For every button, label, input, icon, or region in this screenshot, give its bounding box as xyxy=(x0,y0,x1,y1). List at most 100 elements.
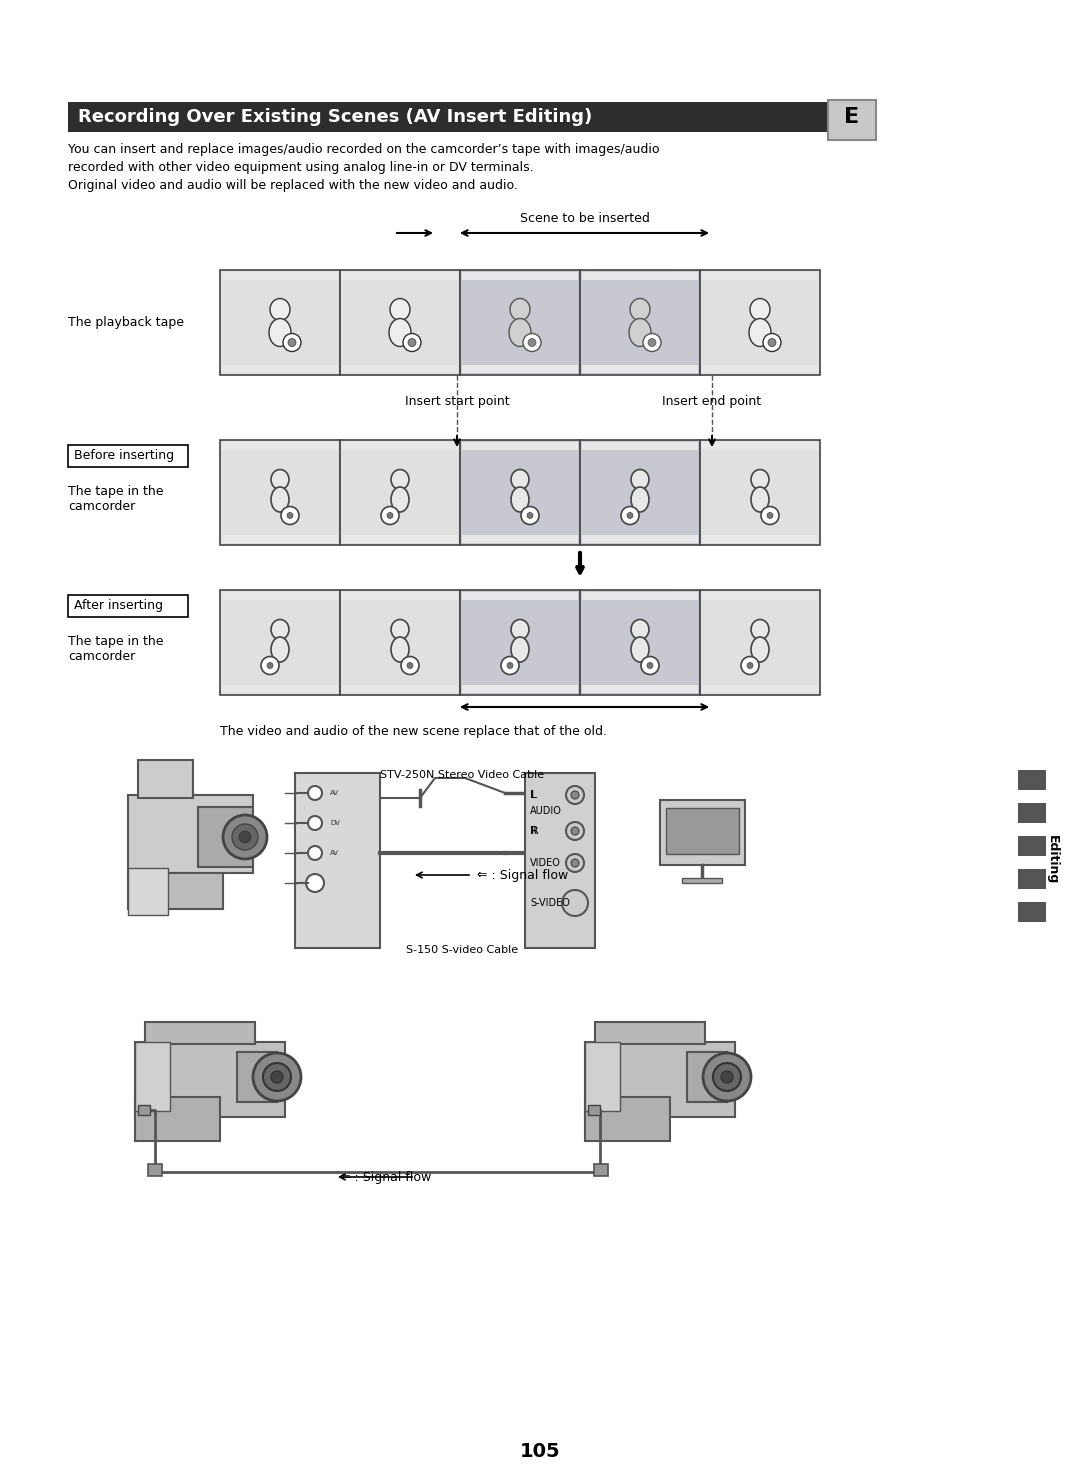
Ellipse shape xyxy=(631,470,649,490)
Ellipse shape xyxy=(390,299,410,321)
Ellipse shape xyxy=(751,487,769,512)
Circle shape xyxy=(239,832,251,843)
Bar xyxy=(68,102,831,132)
Text: The playback tape: The playback tape xyxy=(68,316,184,330)
Ellipse shape xyxy=(631,620,649,639)
Text: Insert end point: Insert end point xyxy=(662,394,761,408)
Ellipse shape xyxy=(391,470,409,490)
Circle shape xyxy=(403,334,421,352)
Bar xyxy=(702,684,818,693)
Bar xyxy=(222,365,338,372)
Bar xyxy=(220,269,340,375)
Bar xyxy=(237,1052,276,1103)
Bar xyxy=(198,807,253,867)
Bar xyxy=(1018,770,1047,790)
Bar xyxy=(340,590,460,695)
Text: You can insert and replace images/audio recorded on the camcorder’s tape with im: You can insert and replace images/audio … xyxy=(68,143,660,156)
Circle shape xyxy=(264,1063,291,1091)
Ellipse shape xyxy=(271,487,289,512)
Ellipse shape xyxy=(631,637,649,662)
Bar xyxy=(700,590,820,695)
Circle shape xyxy=(647,662,653,668)
Bar xyxy=(582,365,698,372)
Bar xyxy=(138,760,193,798)
Bar xyxy=(582,534,698,543)
Bar xyxy=(220,440,340,545)
Circle shape xyxy=(287,512,293,518)
Bar xyxy=(687,1052,727,1103)
Bar xyxy=(702,442,818,450)
Text: The tape in the
camcorder: The tape in the camcorder xyxy=(68,484,163,514)
Text: L: L xyxy=(530,790,536,799)
Circle shape xyxy=(308,815,322,830)
Bar xyxy=(135,1042,285,1117)
Bar xyxy=(702,592,818,601)
Circle shape xyxy=(767,512,773,518)
Ellipse shape xyxy=(630,299,650,321)
Bar xyxy=(460,269,580,375)
Circle shape xyxy=(407,662,413,668)
Bar xyxy=(700,440,820,545)
Ellipse shape xyxy=(511,470,529,490)
Ellipse shape xyxy=(391,620,409,639)
Bar xyxy=(222,592,338,601)
Bar xyxy=(1018,804,1047,823)
Text: AV: AV xyxy=(330,849,339,857)
Circle shape xyxy=(261,657,279,674)
Bar xyxy=(702,534,818,543)
Bar xyxy=(135,1097,220,1141)
Ellipse shape xyxy=(271,470,289,490)
Bar xyxy=(462,442,578,450)
Text: The video and audio of the new scene replace that of the old.: The video and audio of the new scene rep… xyxy=(220,726,607,737)
Circle shape xyxy=(642,657,659,674)
Circle shape xyxy=(741,657,759,674)
Bar xyxy=(1018,836,1047,857)
Bar xyxy=(582,592,698,601)
Ellipse shape xyxy=(389,318,411,346)
Circle shape xyxy=(271,1072,283,1083)
Bar xyxy=(68,992,831,1203)
Bar xyxy=(220,590,340,695)
Text: AV: AV xyxy=(330,790,339,796)
Circle shape xyxy=(566,821,584,841)
Circle shape xyxy=(267,662,273,668)
Circle shape xyxy=(571,790,579,799)
Text: DV: DV xyxy=(330,820,340,826)
Text: After inserting: After inserting xyxy=(75,599,163,612)
Bar xyxy=(340,269,460,375)
Circle shape xyxy=(288,339,296,346)
Bar xyxy=(145,1022,255,1044)
Circle shape xyxy=(571,860,579,867)
Circle shape xyxy=(308,846,322,860)
Bar xyxy=(340,440,460,545)
Circle shape xyxy=(762,334,781,352)
Text: recorded with other video equipment using analog line-in or DV terminals.: recorded with other video equipment usin… xyxy=(68,160,534,174)
Text: ⇐ : Signal flow: ⇐ : Signal flow xyxy=(340,1170,431,1183)
Ellipse shape xyxy=(269,318,291,346)
Text: E: E xyxy=(845,107,860,127)
Ellipse shape xyxy=(631,487,649,512)
Circle shape xyxy=(761,506,779,524)
Bar xyxy=(1018,868,1047,889)
Text: S-150 S-video Cable: S-150 S-video Cable xyxy=(406,945,518,955)
Text: ⇐ : Signal flow: ⇐ : Signal flow xyxy=(477,868,568,882)
Bar xyxy=(585,1042,620,1111)
Circle shape xyxy=(643,334,661,352)
Bar xyxy=(342,365,458,372)
Circle shape xyxy=(566,786,584,804)
Bar xyxy=(660,799,745,866)
Circle shape xyxy=(408,339,416,346)
Bar xyxy=(129,868,168,916)
Ellipse shape xyxy=(750,318,771,346)
Bar xyxy=(222,684,338,693)
Circle shape xyxy=(401,657,419,674)
Ellipse shape xyxy=(391,487,409,512)
Bar xyxy=(580,440,700,545)
Circle shape xyxy=(381,506,399,524)
Ellipse shape xyxy=(271,637,289,662)
Circle shape xyxy=(253,1052,301,1101)
Circle shape xyxy=(523,334,541,352)
Bar xyxy=(666,808,739,854)
Text: Insert start point: Insert start point xyxy=(405,394,510,408)
Bar xyxy=(681,877,723,883)
